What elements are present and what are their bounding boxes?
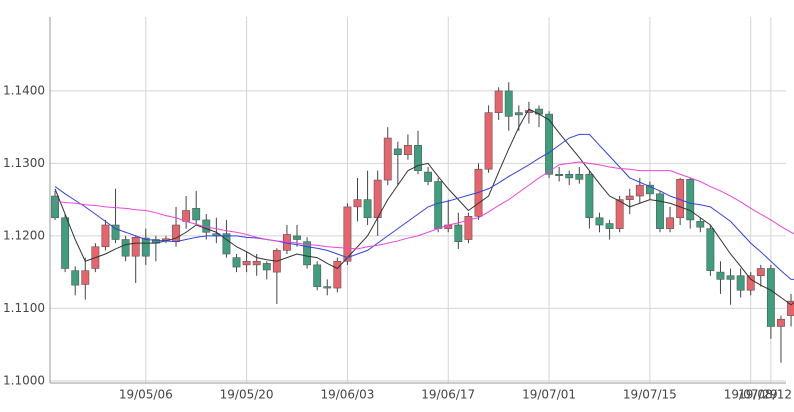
candle-body bbox=[333, 260, 342, 289]
y-tick-label: 1.1300 bbox=[3, 156, 45, 170]
candle-body bbox=[262, 263, 271, 271]
candle-body bbox=[51, 195, 59, 219]
candle-body bbox=[706, 228, 715, 271]
candle-body bbox=[454, 224, 463, 242]
candle-body bbox=[313, 264, 322, 287]
candle-body bbox=[464, 216, 473, 240]
candle-body bbox=[121, 239, 130, 257]
candle-body bbox=[595, 217, 604, 226]
candle-body bbox=[323, 286, 332, 289]
y-tick-label: 1.1100 bbox=[3, 301, 45, 315]
x-tick-label: 19/05/06 bbox=[119, 388, 173, 402]
candle-body bbox=[615, 199, 624, 229]
moving-average-line bbox=[54, 133, 794, 280]
candle-body bbox=[686, 179, 695, 221]
candle-body bbox=[605, 223, 614, 229]
x-tick-label: 19/06/03 bbox=[320, 388, 374, 402]
candle-body bbox=[252, 260, 261, 266]
candle-body bbox=[182, 210, 191, 222]
candle-body bbox=[585, 173, 594, 219]
candle-body bbox=[504, 90, 513, 117]
candle-body bbox=[71, 270, 80, 286]
y-tick-label: 1.1200 bbox=[3, 228, 45, 242]
candle-body bbox=[575, 173, 584, 180]
y-tick-label: 1.1000 bbox=[3, 373, 45, 387]
x-tick-label: 19/05/20 bbox=[220, 388, 274, 402]
candle-body bbox=[373, 179, 382, 219]
candle-body bbox=[222, 233, 231, 255]
candle-body bbox=[565, 173, 574, 179]
x-tick-label: 19/07/01 bbox=[522, 388, 576, 402]
candle-body bbox=[343, 206, 352, 262]
candle-body bbox=[696, 221, 705, 228]
x-tick-label: 19/08/12 bbox=[738, 388, 792, 402]
candle-body bbox=[625, 195, 634, 200]
candle-body bbox=[111, 224, 120, 240]
candle-body bbox=[766, 268, 775, 327]
candle-body bbox=[787, 300, 794, 316]
candle-body bbox=[424, 171, 433, 182]
x-tick-label: 19/07/29 bbox=[724, 388, 778, 402]
candle-body bbox=[555, 173, 564, 177]
candle-body bbox=[101, 224, 110, 248]
candle-body bbox=[666, 217, 674, 229]
moving-average-line bbox=[54, 108, 794, 306]
candle-body bbox=[645, 184, 654, 195]
candle-body bbox=[141, 237, 150, 257]
x-tick-label: 19/07/15 bbox=[623, 388, 677, 402]
candle-body bbox=[192, 208, 201, 221]
candle-body bbox=[363, 199, 372, 219]
candle-body bbox=[232, 257, 241, 268]
candle-body bbox=[756, 268, 765, 277]
x-tick-label: 19/06/17 bbox=[421, 388, 475, 402]
candle-body bbox=[393, 148, 402, 156]
candle-body bbox=[494, 90, 503, 113]
candle-body bbox=[353, 199, 362, 208]
candle-body bbox=[293, 235, 301, 240]
candle-body bbox=[726, 275, 735, 280]
candle-body bbox=[635, 184, 644, 197]
candle-body bbox=[131, 237, 140, 257]
candle-body bbox=[746, 275, 755, 291]
candle-body bbox=[656, 193, 664, 229]
candle-body bbox=[716, 271, 725, 280]
candle-body bbox=[777, 318, 785, 327]
candle-body bbox=[61, 217, 70, 269]
y-tick-label: 1.1400 bbox=[3, 83, 45, 97]
candle-body bbox=[403, 144, 412, 156]
candle-body bbox=[514, 112, 523, 116]
candle-body bbox=[383, 137, 392, 181]
candle-body bbox=[434, 181, 443, 229]
candle-body bbox=[545, 113, 553, 175]
candle-body bbox=[736, 275, 745, 291]
candle-body bbox=[303, 241, 312, 266]
candle-body bbox=[81, 270, 90, 285]
candle-body bbox=[414, 144, 422, 171]
candle-body bbox=[484, 112, 493, 170]
candle-body bbox=[524, 110, 533, 113]
candle-body bbox=[242, 260, 251, 266]
moving-average-line bbox=[54, 161, 794, 250]
